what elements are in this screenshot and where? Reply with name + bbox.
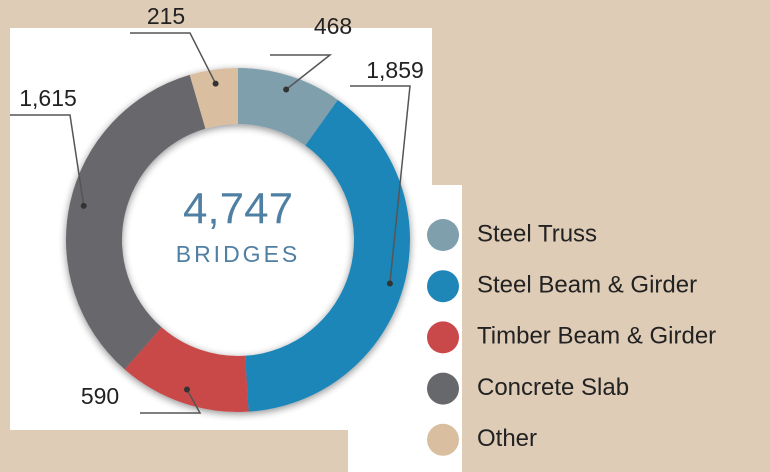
leader-dot [183, 386, 190, 393]
legend-swatch [427, 219, 459, 251]
center-label: BRIDGES [176, 241, 301, 267]
center-total: 4,747 [183, 185, 293, 234]
legend-swatch [427, 423, 459, 456]
donut-segment [124, 327, 249, 412]
legend-label: Timber Beam & Girder [477, 323, 716, 350]
donut [66, 68, 410, 412]
legend-swatch [427, 321, 459, 354]
value-label: 215 [147, 3, 185, 29]
legend-label: Concrete Slab [477, 374, 629, 401]
donut-segment [189, 68, 238, 129]
donut-segment [245, 99, 410, 412]
legend-swatch [427, 270, 459, 303]
leader-line [10, 114, 85, 207]
leader-line [130, 32, 217, 84]
legend-label: Steel Beam & Girder [477, 272, 697, 299]
leader-line [140, 389, 202, 414]
value-label: 590 [81, 383, 119, 409]
value-label: 1,615 [19, 85, 77, 111]
value-label: 468 [314, 13, 352, 39]
leader-line [350, 85, 411, 284]
donut-segment [66, 74, 206, 370]
value-label: 1,859 [366, 57, 424, 83]
leader-line [270, 54, 333, 91]
leader-dot [386, 280, 393, 287]
leader-dot [80, 202, 87, 209]
leader-dot [283, 86, 290, 93]
donut-segment [238, 68, 338, 146]
legend-label: Steel Truss [477, 220, 597, 247]
leader-dot [212, 80, 219, 87]
legend-label: Other [477, 425, 537, 452]
legend-swatch [427, 372, 459, 405]
